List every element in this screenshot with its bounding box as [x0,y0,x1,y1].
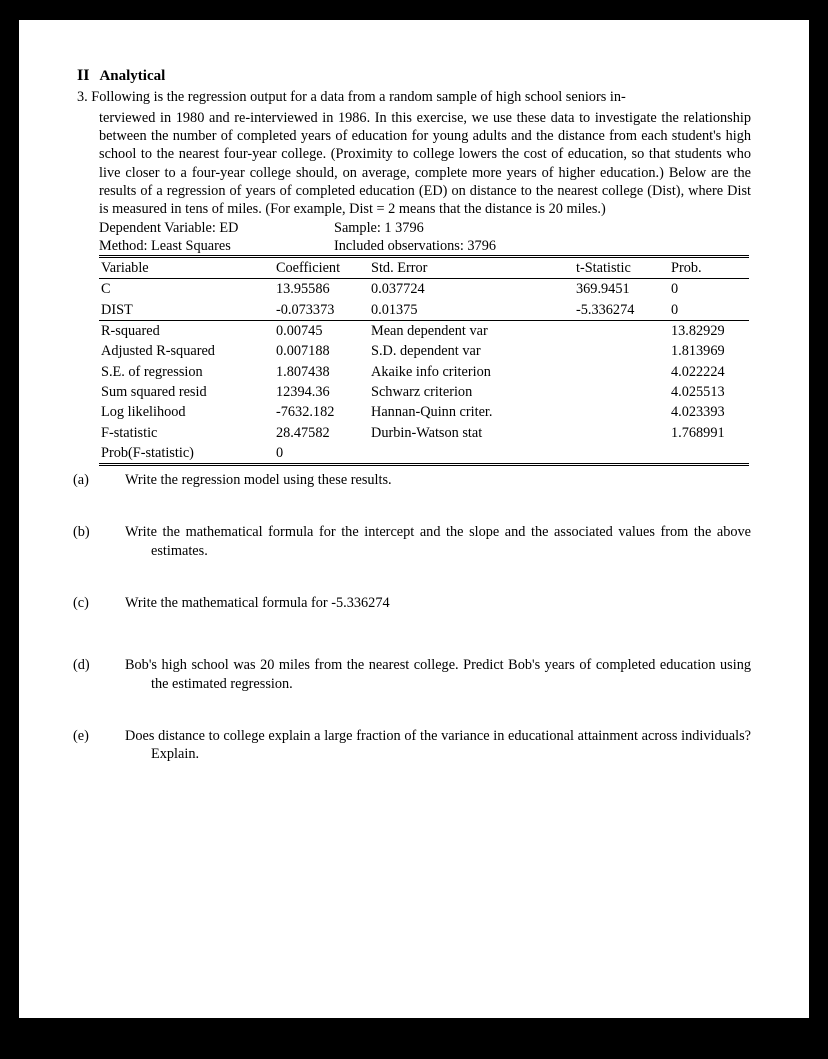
cell-p: 0 [669,279,749,300]
regression-meta-row-2: Method: Least Squares Included observati… [77,237,751,255]
col-stderror: Std. Error [369,257,574,279]
sample-text: Sample: 1 3796 [334,219,424,237]
stat-label: Mean dependent var [369,321,574,342]
part-a: (a)Write the regression model using thes… [77,471,751,489]
stat-value: 4.025513 [669,382,749,402]
stat-label: S.D. dependent var [369,341,574,361]
cell-coef: -0.073373 [274,300,369,321]
part-label: (b) [99,523,125,541]
cell-p: 0 [669,300,749,321]
part-text: Bob's high school was 20 miles from the … [125,657,751,691]
table-header-row: Variable Coefficient Std. Error t-Statis… [99,257,749,279]
table-row: Adjusted R-squared 0.007188 S.D. depende… [99,341,749,361]
table-row: C 13.95586 0.037724 369.9451 0 [99,279,749,300]
cell-var: DIST [99,300,274,321]
method-text: Method: Least Squares [99,237,334,255]
table-row: DIST -0.073373 0.01375 -5.336274 0 [99,300,749,321]
part-e: (e)Does distance to college explain a la… [77,727,751,764]
stat-label: Durbin-Watson stat [369,423,574,443]
stat-label: Sum squared resid [99,382,274,402]
stat-value: 1.807438 [274,362,369,382]
stat-value: 1.768991 [669,423,749,443]
part-label: (c) [99,594,125,612]
stat-value: 0 [274,443,369,465]
stat-label: Log likelihood [99,402,274,422]
stat-spacer [574,341,669,361]
part-label: (d) [99,656,125,674]
stat-label [369,443,574,465]
stat-value: -7632.182 [274,402,369,422]
col-prob: Prob. [669,257,749,279]
col-coefficient: Coefficient [274,257,369,279]
stat-value: 0.00745 [274,321,369,342]
stat-spacer [574,321,669,342]
stat-value: 12394.36 [274,382,369,402]
section-heading: IIAnalytical [77,66,751,86]
part-label: (e) [99,727,125,745]
stat-spacer [574,402,669,422]
section-title: Analytical [99,68,165,84]
stat-value: 28.47582 [274,423,369,443]
part-d: (d)Bob's high school was 20 miles from t… [77,656,751,693]
stat-spacer [574,423,669,443]
table-row: F-statistic 28.47582 Durbin-Watson stat … [99,423,749,443]
stat-label: Hannan-Quinn criter. [369,402,574,422]
table-row: Sum squared resid 12394.36 Schwarz crite… [99,382,749,402]
table-row: R-squared 0.00745 Mean dependent var 13.… [99,321,749,342]
table-row: S.E. of regression 1.807438 Akaike info … [99,362,749,382]
cell-se: 0.01375 [369,300,574,321]
regression-output-table: Variable Coefficient Std. Error t-Statis… [99,255,749,466]
section-number: II [77,67,99,84]
stat-label: R-squared [99,321,274,342]
stat-value: 13.82929 [669,321,749,342]
stat-label: Prob(F-statistic) [99,443,274,465]
stat-value [669,443,749,465]
stat-value: 4.022224 [669,362,749,382]
stat-label: F-statistic [99,423,274,443]
cell-coef: 13.95586 [274,279,369,300]
part-text: Write the mathematical formula for the i… [125,524,751,558]
part-text: Write the regression model using these r… [125,472,392,488]
included-obs-text: Included observations: 3796 [334,237,496,255]
stat-label: Adjusted R-squared [99,341,274,361]
table-row: Log likelihood -7632.182 Hannan-Quinn cr… [99,402,749,422]
part-c: (c)Write the mathematical formula for -5… [77,594,751,612]
cell-se: 0.037724 [369,279,574,300]
col-tstat: t-Statistic [574,257,669,279]
stat-value: 1.813969 [669,341,749,361]
part-label: (a) [99,471,125,489]
stat-spacer [574,443,669,465]
cell-t: 369.9451 [574,279,669,300]
stat-spacer [574,382,669,402]
stat-value: 0.007188 [274,341,369,361]
dependent-variable: Dependent Variable: ED [99,219,334,237]
stat-label: S.E. of regression [99,362,274,382]
part-b: (b)Write the mathematical formula for th… [77,523,751,560]
stat-label: Akaike info criterion [369,362,574,382]
question-intro-line1: 3. Following is the regression output fo… [77,88,751,106]
regression-meta-row-1: Dependent Variable: ED Sample: 1 3796 [77,219,751,237]
stat-label: Schwarz criterion [369,382,574,402]
table-row: Prob(F-statistic) 0 [99,443,749,465]
cell-t: -5.336274 [574,300,669,321]
col-variable: Variable [99,257,274,279]
part-text: Does distance to college explain a large… [125,728,751,762]
part-text: Write the mathematical formula for -5.33… [125,595,390,611]
document-page: IIAnalytical 3. Following is the regress… [19,20,809,1018]
question-intro-rest: terviewed in 1980 and re-interviewed in … [77,109,751,219]
stat-value: 4.023393 [669,402,749,422]
stat-spacer [574,362,669,382]
cell-var: C [99,279,274,300]
